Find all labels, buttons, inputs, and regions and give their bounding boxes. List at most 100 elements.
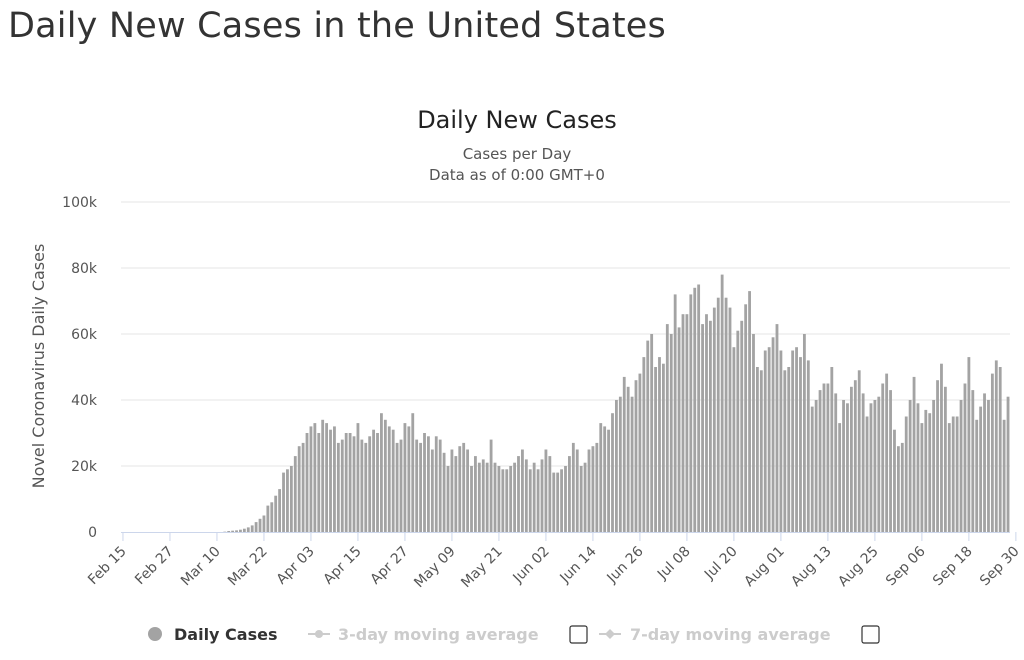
bar[interactable] — [869, 403, 873, 532]
bar[interactable] — [693, 287, 697, 532]
bar[interactable] — [771, 337, 775, 532]
bar[interactable] — [650, 334, 654, 532]
bar[interactable] — [344, 433, 348, 532]
bar[interactable] — [846, 403, 849, 532]
bar[interactable] — [423, 433, 426, 532]
bar[interactable] — [246, 527, 250, 532]
bar[interactable] — [701, 324, 704, 532]
bar[interactable] — [787, 367, 791, 532]
bar[interactable] — [763, 350, 767, 533]
bar[interactable] — [1006, 396, 1010, 532]
bar[interactable] — [583, 462, 587, 532]
bar[interactable] — [940, 363, 943, 532]
bar[interactable] — [740, 320, 744, 532]
bar[interactable] — [493, 462, 497, 532]
bar[interactable] — [759, 370, 763, 532]
bar[interactable] — [446, 466, 450, 532]
bar[interactable] — [822, 383, 826, 533]
bar[interactable] — [591, 446, 595, 532]
bar[interactable] — [936, 380, 939, 532]
bar[interactable] — [301, 442, 305, 532]
bar[interactable] — [904, 416, 908, 533]
bar[interactable] — [544, 449, 548, 533]
bar[interactable] — [806, 360, 810, 532]
bar[interactable] — [998, 367, 1002, 532]
bar[interactable] — [568, 456, 571, 532]
bar[interactable] — [317, 433, 321, 532]
bar[interactable] — [873, 400, 877, 532]
bar[interactable] — [356, 423, 360, 532]
bar[interactable] — [297, 446, 301, 532]
bar[interactable] — [313, 423, 317, 532]
bar[interactable] — [990, 373, 994, 532]
legend-item-7-day-average[interactable]: 7-day moving average — [599, 625, 831, 644]
bar[interactable] — [329, 429, 332, 532]
bar[interactable] — [642, 357, 646, 532]
bar[interactable] — [716, 297, 720, 532]
bar[interactable] — [732, 347, 736, 532]
bar[interactable] — [665, 324, 669, 532]
bar[interactable] — [528, 469, 532, 532]
bar[interactable] — [752, 334, 755, 532]
bar[interactable] — [861, 393, 865, 532]
bar[interactable] — [622, 376, 626, 532]
bar[interactable] — [509, 466, 513, 532]
bar[interactable] — [896, 446, 900, 532]
bar[interactable] — [368, 436, 372, 532]
bar[interactable] — [438, 439, 442, 532]
bar[interactable] — [383, 419, 387, 532]
bar[interactable] — [736, 330, 740, 532]
bar[interactable] — [810, 406, 814, 532]
bar[interactable] — [994, 360, 998, 532]
bar[interactable] — [242, 528, 246, 532]
bar[interactable] — [481, 459, 485, 532]
bar[interactable] — [987, 400, 990, 532]
bar[interactable] — [618, 396, 622, 532]
bar[interactable] — [450, 449, 454, 533]
bar[interactable] — [928, 413, 932, 532]
bar[interactable] — [231, 530, 235, 532]
bar[interactable] — [712, 307, 716, 532]
bar[interactable] — [889, 390, 892, 532]
bar[interactable] — [634, 380, 638, 532]
bar[interactable] — [513, 462, 516, 532]
bar[interactable] — [372, 429, 376, 532]
bar[interactable] — [254, 522, 258, 532]
bar[interactable] — [286, 469, 289, 532]
bar[interactable] — [227, 531, 231, 532]
bar[interactable] — [407, 426, 411, 532]
bar[interactable] — [963, 383, 967, 533]
bar[interactable] — [380, 413, 383, 532]
bar[interactable] — [783, 370, 787, 532]
bar[interactable] — [289, 466, 293, 532]
bar[interactable] — [967, 357, 971, 532]
bar[interactable] — [470, 466, 473, 532]
bar[interactable] — [838, 423, 842, 532]
legend-item-3-day-average[interactable]: 3-day moving average — [308, 625, 539, 644]
bar[interactable] — [411, 413, 415, 532]
bar[interactable] — [489, 439, 493, 532]
bar[interactable] — [336, 442, 340, 532]
bar[interactable] — [955, 416, 959, 533]
bar[interactable] — [474, 456, 477, 532]
bar[interactable] — [681, 314, 685, 532]
bar[interactable] — [669, 334, 673, 532]
bar[interactable] — [454, 456, 458, 532]
bar[interactable] — [575, 449, 579, 533]
bar[interactable] — [466, 449, 469, 533]
bar[interactable] — [419, 442, 423, 532]
bar[interactable] — [755, 367, 759, 532]
bar[interactable] — [548, 456, 552, 532]
bar[interactable] — [282, 472, 285, 532]
bar[interactable] — [802, 334, 806, 532]
bar[interactable] — [258, 518, 262, 532]
bar[interactable] — [403, 423, 407, 532]
bar[interactable] — [744, 304, 748, 532]
bar[interactable] — [795, 347, 798, 532]
bar[interactable] — [427, 436, 430, 532]
bar[interactable] — [262, 515, 266, 533]
bar[interactable] — [662, 363, 665, 532]
bar[interactable] — [462, 442, 466, 532]
bar[interactable] — [532, 462, 536, 532]
bar[interactable] — [360, 439, 364, 532]
